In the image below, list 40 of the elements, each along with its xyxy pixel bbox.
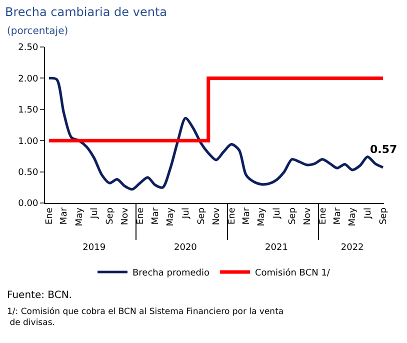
- x-tick-label: May: [257, 206, 268, 226]
- y-tick-label: 2.50: [18, 43, 38, 54]
- x2-tick-label: 2022: [340, 243, 364, 253]
- x2-tick-label: 2020: [174, 243, 198, 253]
- y-tick-label: 1.00: [18, 136, 38, 147]
- x-tick-label: Mar: [242, 207, 252, 225]
- x-tick-label: May: [166, 206, 176, 226]
- legend-label: Comisión BCN 1/: [254, 268, 331, 279]
- x-tick-label: May: [74, 206, 85, 226]
- x2-tick-label: 2019: [82, 243, 106, 253]
- chart-subtitle: (porcentaje): [7, 26, 68, 37]
- x-tick-label: Jul: [181, 208, 192, 220]
- chart-title: Brecha cambiaria de venta: [5, 5, 167, 20]
- x2-tick-label: 2021: [265, 243, 288, 253]
- x-tick-label: Jul: [90, 208, 100, 220]
- x-tick-label: Nov: [303, 206, 314, 226]
- x-tick-label: Sep: [106, 207, 116, 225]
- y-tick-label: 1.50: [18, 106, 38, 116]
- x-tick-label: May: [348, 206, 358, 226]
- x-tick-label: Mar: [150, 207, 161, 225]
- x-tick-label: Sep: [196, 207, 207, 225]
- x-tick-label: Jul: [363, 208, 374, 220]
- legend-label: Brecha promedio: [132, 268, 210, 279]
- x-tick-label: Jul: [272, 208, 282, 220]
- x-tick-label: Ene: [136, 207, 146, 225]
- x-tick-label: Sep: [288, 207, 298, 225]
- x-tick-label: Nov: [120, 206, 131, 226]
- x-tick-label: Ene: [318, 207, 328, 225]
- x-tick-label: Sep: [378, 207, 389, 225]
- x-tick-label: Ene: [44, 207, 55, 225]
- x-tick-label: Mar: [333, 207, 344, 225]
- text: 1/: Comisión que cobra el BCN al Sistema Financiero por la venta de divisas.: [7, 307, 284, 328]
- x-tick-label: Mar: [60, 207, 70, 225]
- source-note: Fuente: BCN.: [7, 290, 72, 301]
- x-tick-label: Ene: [227, 207, 238, 225]
- data-label: 0.57: [370, 143, 398, 156]
- x-tick-label: Nov: [212, 206, 222, 226]
- y-tick-label: 0.00: [18, 199, 38, 210]
- y-tick-label: 0.50: [18, 168, 38, 178]
- y-tick-label: 2.00: [18, 74, 38, 84]
